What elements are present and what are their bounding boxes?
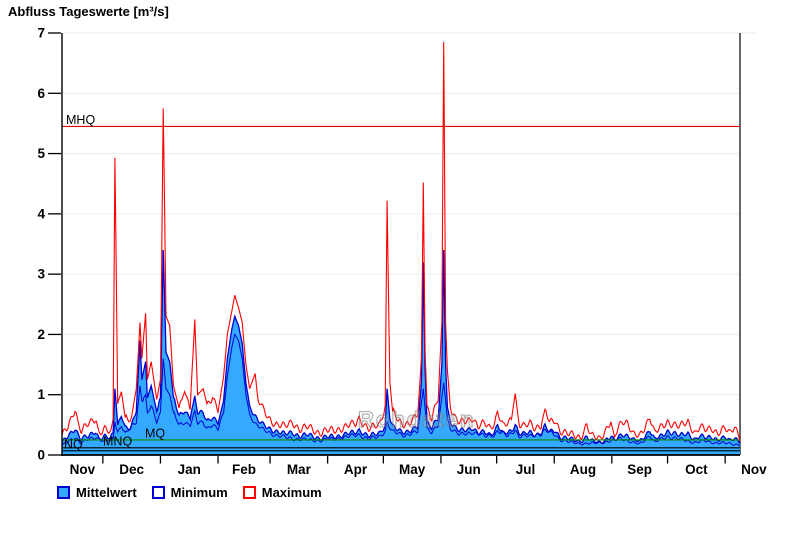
month-label: Sep (627, 462, 652, 477)
y-tick-label: 4 (37, 206, 45, 221)
refline-label-mnq: MNQ (103, 434, 132, 448)
y-tick-label: 1 (37, 387, 45, 402)
legend-label-mittelwert: Mittelwert (76, 485, 137, 500)
month-label: May (399, 462, 426, 477)
legend-label-maximum: Maximum (261, 485, 322, 500)
max-line (61, 41, 741, 441)
month-label: Mar (287, 462, 312, 477)
month-label: Apr (344, 462, 368, 477)
legend-swatch-maximum (242, 486, 256, 499)
legend-label-minimum: Minimum (170, 485, 228, 500)
chart-title: Abfluss Tageswerte [m³/s] (8, 4, 169, 19)
y-tick-label: 7 (37, 26, 45, 41)
month-label: Nov (741, 462, 767, 477)
month-label: Jan (178, 462, 201, 477)
y-tick-label: 5 (37, 146, 45, 161)
mean-line (61, 249, 741, 445)
legend-item-mittelwert: Mittelwert (57, 485, 137, 500)
legend: Mittelwert Minimum Maximum (57, 485, 337, 500)
month-label: Aug (570, 462, 596, 477)
refline-label-mhq: MHQ (66, 113, 95, 127)
month-label: Jul (516, 462, 536, 477)
y-tick-label: 3 (37, 267, 45, 282)
y-tick-label: 2 (37, 327, 45, 342)
y-tick-label: 0 (37, 448, 45, 463)
month-label: Feb (232, 462, 256, 477)
watermark-rohdaten: Rohdaten (357, 406, 476, 432)
month-label: Dec (119, 462, 144, 477)
month-label: Jun (457, 462, 481, 477)
legend-swatch-mittelwert (57, 486, 70, 499)
y-tick-label: 6 (37, 86, 45, 101)
month-label: Nov (70, 462, 96, 477)
month-label: Oct (685, 462, 708, 477)
mean-area (62, 250, 740, 455)
legend-item-minimum: Minimum (151, 485, 228, 500)
legend-swatch-minimum (151, 486, 165, 499)
legend-item-maximum: Maximum (242, 485, 322, 500)
refline-label-mq: MQ (145, 426, 165, 440)
refline-label-nq: NQ (64, 437, 83, 451)
